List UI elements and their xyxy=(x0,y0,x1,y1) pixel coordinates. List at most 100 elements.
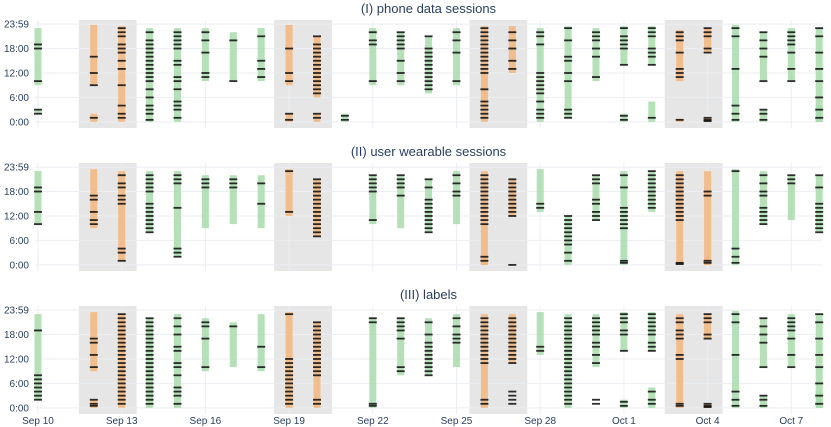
session-mark xyxy=(368,31,377,34)
session-mark xyxy=(480,219,489,221)
session-mark xyxy=(313,190,321,193)
session-mark xyxy=(313,211,321,213)
session-mark xyxy=(480,211,489,213)
y-tick-label: 18:00 xyxy=(4,44,29,55)
session-mark xyxy=(759,223,768,226)
session-mark xyxy=(759,211,768,213)
session-mark xyxy=(34,398,42,401)
session-mark xyxy=(536,72,545,74)
session-mark xyxy=(173,251,182,254)
session-band xyxy=(480,171,488,265)
session-mark xyxy=(145,206,154,209)
y-tick-label: 0:00 xyxy=(10,260,30,271)
session-mark xyxy=(117,43,126,46)
session-mark xyxy=(675,186,684,189)
session-mark xyxy=(480,72,489,74)
panel-title: (III) labels xyxy=(400,287,458,302)
session-mark xyxy=(675,317,684,320)
session-mark xyxy=(815,321,824,324)
session-mark xyxy=(396,329,405,332)
session-mark xyxy=(424,349,433,352)
session-mark xyxy=(731,27,740,30)
session-mark xyxy=(452,333,461,336)
session-mark xyxy=(368,39,377,42)
session-mark xyxy=(508,59,517,62)
session-mark xyxy=(89,211,98,213)
session-mark xyxy=(759,174,768,177)
session-mark xyxy=(564,219,573,221)
session-mark xyxy=(592,178,600,181)
session-mark xyxy=(145,202,154,205)
session-band xyxy=(174,314,181,408)
session-mark xyxy=(731,112,740,115)
session-mark xyxy=(675,215,684,217)
session-mark xyxy=(564,259,573,262)
session-mark xyxy=(396,370,405,373)
session-mark xyxy=(145,386,154,389)
session-mark xyxy=(313,68,321,70)
session-mark xyxy=(647,333,656,336)
session-mark xyxy=(703,194,712,197)
session-mark xyxy=(313,178,321,181)
session-band xyxy=(257,28,265,82)
session-mark xyxy=(396,59,405,62)
session-mark xyxy=(145,227,154,230)
session-mark xyxy=(480,198,489,201)
session-mark xyxy=(34,186,42,189)
session-mark xyxy=(368,404,377,407)
session-mark xyxy=(257,202,266,205)
session-mark xyxy=(647,313,656,316)
session-mark xyxy=(675,118,684,121)
y-tick-label: 6:00 xyxy=(10,93,30,104)
session-mark xyxy=(480,206,489,209)
session-mark xyxy=(647,349,656,352)
session-mark xyxy=(731,398,740,401)
session-mark xyxy=(89,194,98,197)
session-mark xyxy=(508,206,517,209)
session-mark xyxy=(340,114,349,117)
session-mark xyxy=(313,76,321,78)
session-mark xyxy=(564,366,573,369)
session-mark xyxy=(313,63,321,66)
weekend-shade xyxy=(78,20,137,128)
session-mark xyxy=(424,374,433,377)
session-mark xyxy=(564,227,573,230)
session-mark xyxy=(117,174,126,177)
session-mark xyxy=(508,194,517,197)
session-mark xyxy=(759,206,768,209)
session-mark xyxy=(787,80,796,83)
session-mark xyxy=(480,190,489,193)
session-band xyxy=(564,26,572,118)
session-mark xyxy=(173,333,182,336)
session-mark xyxy=(564,386,573,389)
session-band xyxy=(313,322,321,408)
session-mark xyxy=(480,194,489,197)
y-tick-label: 12:00 xyxy=(4,68,29,79)
session-mark xyxy=(480,345,489,348)
session-mark xyxy=(424,231,433,234)
session-mark xyxy=(173,100,182,103)
session-mark xyxy=(117,349,126,352)
session-mark xyxy=(703,35,712,38)
session-mark xyxy=(508,345,517,348)
session-mark xyxy=(313,329,321,332)
session-mark xyxy=(368,219,377,221)
session-mark xyxy=(145,68,154,70)
session-band xyxy=(34,314,42,400)
x-tick-label: Sep 10 xyxy=(22,416,54,427)
session-mark xyxy=(396,337,405,340)
session-mark xyxy=(759,80,768,83)
session-mark xyxy=(675,68,684,70)
session-mark xyxy=(452,194,461,197)
x-tick-label: Sep 19 xyxy=(273,416,305,427)
session-mark xyxy=(619,118,628,121)
session-mark xyxy=(647,345,656,348)
session-mark xyxy=(675,190,684,193)
session-mark xyxy=(313,47,321,50)
session-mark xyxy=(815,231,824,234)
session-mark xyxy=(480,88,489,91)
session-mark xyxy=(564,112,573,115)
session-mark xyxy=(313,398,321,401)
session-mark xyxy=(703,337,712,340)
